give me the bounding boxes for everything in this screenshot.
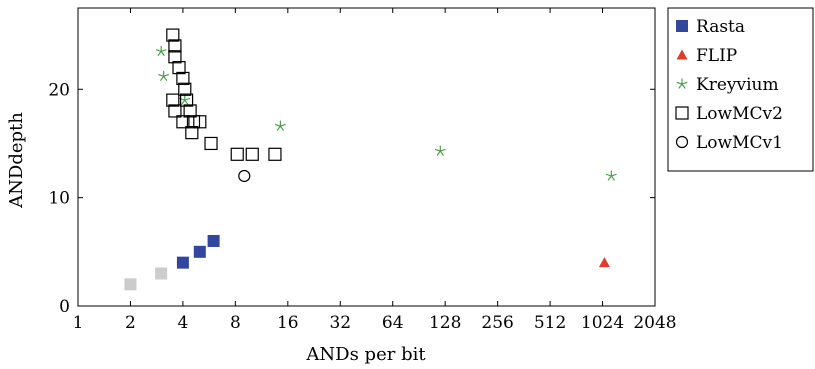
- data-point-lowmcv2: [185, 126, 199, 140]
- legend-box: [667, 7, 814, 172]
- data-point-lowmcv2: [245, 147, 259, 161]
- legend-marker-rasta: [676, 20, 688, 32]
- data-point-kreyvium: [434, 145, 446, 156]
- x-axis-title: ANDs per bit: [305, 344, 426, 365]
- x-tick-label: 8: [230, 313, 241, 333]
- x-tick-label: 512: [534, 313, 566, 333]
- x-tick-label: 2: [125, 313, 136, 333]
- data-point-lowmcv2: [166, 93, 180, 107]
- data-point-lowmcv2: [168, 104, 182, 118]
- legend: Rasta FLIP Kreyvium LowMCv2 LowMCv1: [667, 7, 814, 172]
- x-tick-label: 128: [429, 313, 461, 333]
- x-tick-label: 1024: [581, 313, 624, 333]
- x-tick-label: 64: [382, 313, 404, 333]
- data-marks: [124, 28, 617, 291]
- y-tick-label: 10: [48, 189, 70, 209]
- y-tick-label: 20: [48, 80, 70, 100]
- legend-label-lowmcv1: LowMCv1: [696, 133, 783, 153]
- axes: 1 2 4 8 16 32 64 128 256 512 1024 2048 0 10 20: [48, 8, 677, 333]
- x-tick-label: 2048: [633, 313, 676, 333]
- data-point-kreyvium: [155, 45, 167, 57]
- x-tick-label: 16: [277, 313, 299, 333]
- data-point-kreyvium: [274, 120, 286, 131]
- x-tick-label: 32: [329, 313, 351, 333]
- legend-marker-lowmcv2: [675, 106, 689, 120]
- x-tick-label: 4: [177, 313, 188, 333]
- data-point-lowmcv2: [172, 60, 186, 75]
- data-point-lowmcv2: [268, 147, 282, 161]
- legend-label-lowmcv2: LowMCv2: [696, 104, 783, 124]
- data-point-lowmcv2: [180, 93, 194, 107]
- plot-area: [77, 7, 656, 307]
- x-tick-label: 256: [481, 313, 513, 333]
- data-point-lowmcv2: [183, 104, 197, 118]
- data-point-kreyvium: [605, 170, 617, 181]
- legend-label-kreyvium: Kreyvium: [696, 75, 779, 95]
- y-axis-title: ANDdepth: [6, 112, 27, 209]
- data-point-rasta: [207, 234, 220, 247]
- plot-frame: [77, 7, 656, 307]
- data-point-lowmcv2: [176, 115, 190, 129]
- legend-marker-kreyvium: [676, 78, 688, 89]
- legend-label-rasta: Rasta: [696, 17, 745, 37]
- data-point-lowmcv2: [178, 82, 192, 96]
- data-point-rasta: [176, 256, 189, 269]
- data-point-kreyvium: [179, 94, 191, 105]
- data-point-rasta: [193, 245, 206, 258]
- legend-marker-flip: [676, 49, 688, 60]
- data-point-lowmcv2: [168, 50, 182, 64]
- legend-label-flip: FLIP: [696, 46, 737, 66]
- data-point-unlabeled: [155, 267, 168, 280]
- data-point-lowmcv2: [230, 147, 244, 161]
- data-point-lowmcv2: [166, 28, 180, 42]
- data-point-lowmcv2: [168, 39, 182, 53]
- y-tick-label: 0: [59, 297, 70, 317]
- data-point-lowmcv2: [204, 136, 218, 151]
- data-point-lowmcv2: [176, 71, 190, 86]
- legend-marker-lowmcv1: [675, 135, 689, 149]
- x-tick-label: 1: [73, 313, 84, 333]
- data-point-lowmcv1: [238, 169, 251, 183]
- data-point-flip: [598, 257, 610, 268]
- data-point-lowmcv2: [193, 115, 207, 129]
- data-point-kreyvium: [158, 70, 170, 82]
- data-point-unlabeled: [124, 278, 137, 291]
